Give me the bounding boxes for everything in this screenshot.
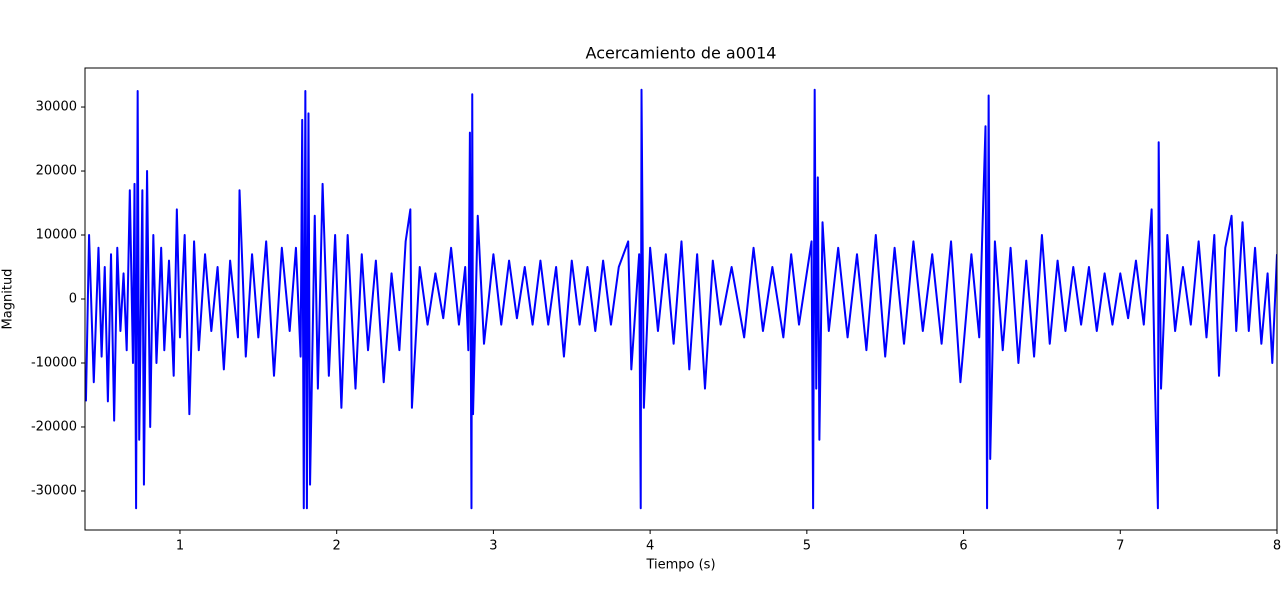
x-tick-label: 7 [1116,539,1124,554]
y-tick-label: -20000 [31,419,77,434]
x-tick-label: 6 [959,539,967,554]
x-axis-label: Tiempo (s) [645,558,715,573]
chart-title: Acercamiento de a0014 [586,44,777,63]
y-tick-label: -30000 [31,483,77,498]
y-tick-label: -10000 [31,355,77,370]
x-tick-label: 3 [489,539,497,554]
y-tick-label: 30000 [36,100,77,115]
y-tick-label: 0 [69,292,77,307]
x-tick-label: 8 [1273,539,1281,554]
data-line [85,88,1277,510]
y-axis-label: Magnitud [1,269,16,330]
x-tick-label: 4 [646,539,654,554]
plot-frame [84,67,1278,531]
y-tick-label: 20000 [36,164,77,179]
x-tick-label: 5 [803,539,811,554]
x-tick-label: 2 [333,539,341,554]
x-tick-label: 1 [176,539,184,554]
y-tick-label: 10000 [36,228,77,243]
